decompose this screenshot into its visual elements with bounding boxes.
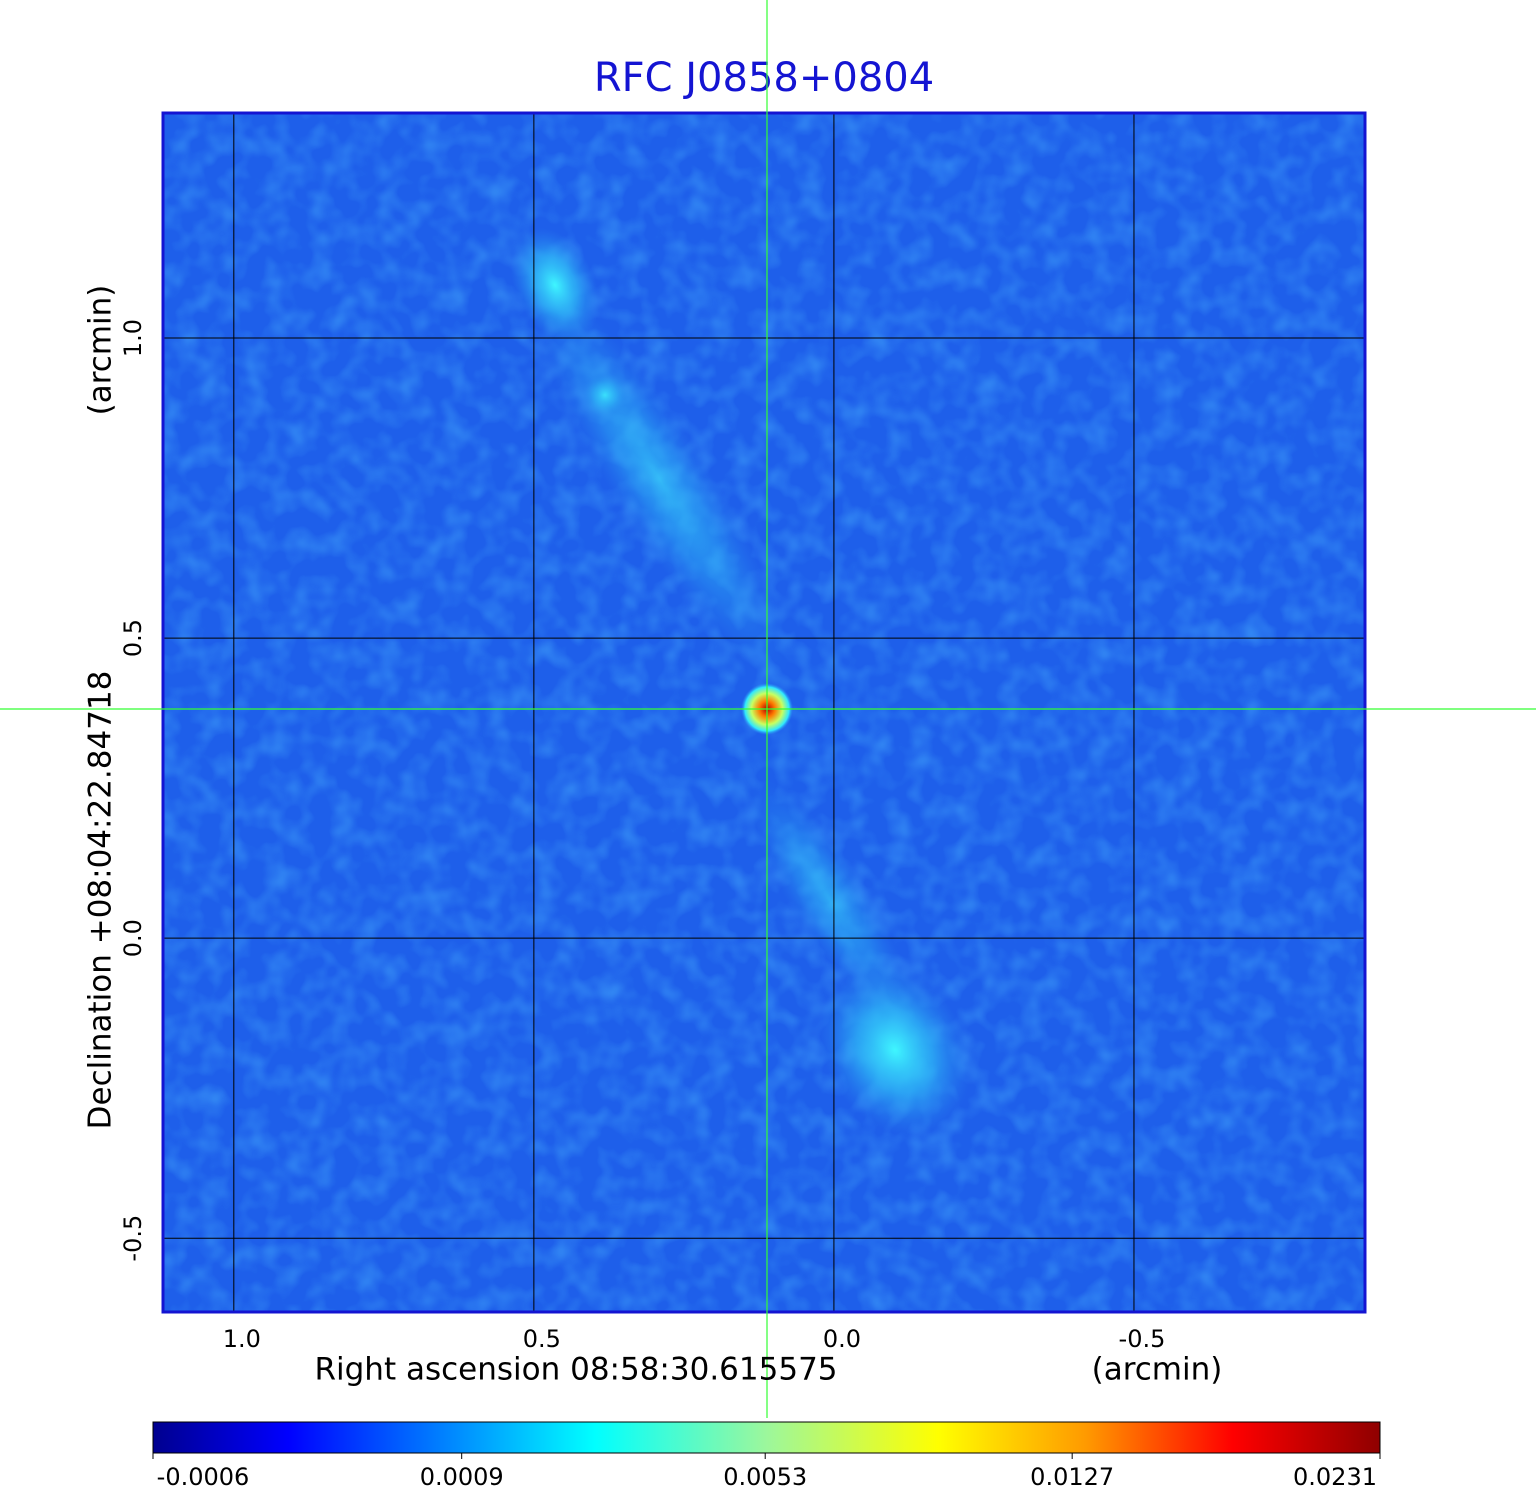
- plot-frame: [161, 111, 1367, 1314]
- x-tick-label: 0.5: [523, 1325, 561, 1353]
- y-tick-label: -0.5: [119, 1215, 147, 1262]
- colorbar-tick-label: 0.0231: [1293, 1463, 1377, 1491]
- grid: [163, 113, 1365, 1312]
- chart-title: RFC J0858+0804: [594, 55, 934, 101]
- x-axis-label: Right ascension 08:58:30.615575: [314, 1352, 837, 1388]
- colorbar: [152, 1421, 1381, 1454]
- y-axis-label: Declination +08:04:22.84718: [83, 671, 119, 1130]
- x-tick-label: 1.0: [223, 1325, 261, 1353]
- colorbar-tick-label: 0.0009: [420, 1463, 504, 1491]
- y-tick-label: 1.0: [119, 319, 147, 357]
- colorbar-tick-label: -0.0006: [157, 1463, 250, 1491]
- sky-image: [163, 113, 1365, 1312]
- y-axis-unit: (arcmin): [83, 285, 119, 416]
- colorbar-tick-label: 0.0053: [723, 1463, 807, 1491]
- x-tick-label: -0.5: [1119, 1325, 1166, 1353]
- x-axis-unit: (arcmin): [1092, 1352, 1223, 1388]
- colorbar-tick-label: 0.0127: [1030, 1463, 1114, 1491]
- y-tick-label: 0.5: [119, 619, 147, 657]
- y-tick-label: 0.0: [119, 919, 147, 957]
- x-tick-label: 0.0: [823, 1325, 861, 1353]
